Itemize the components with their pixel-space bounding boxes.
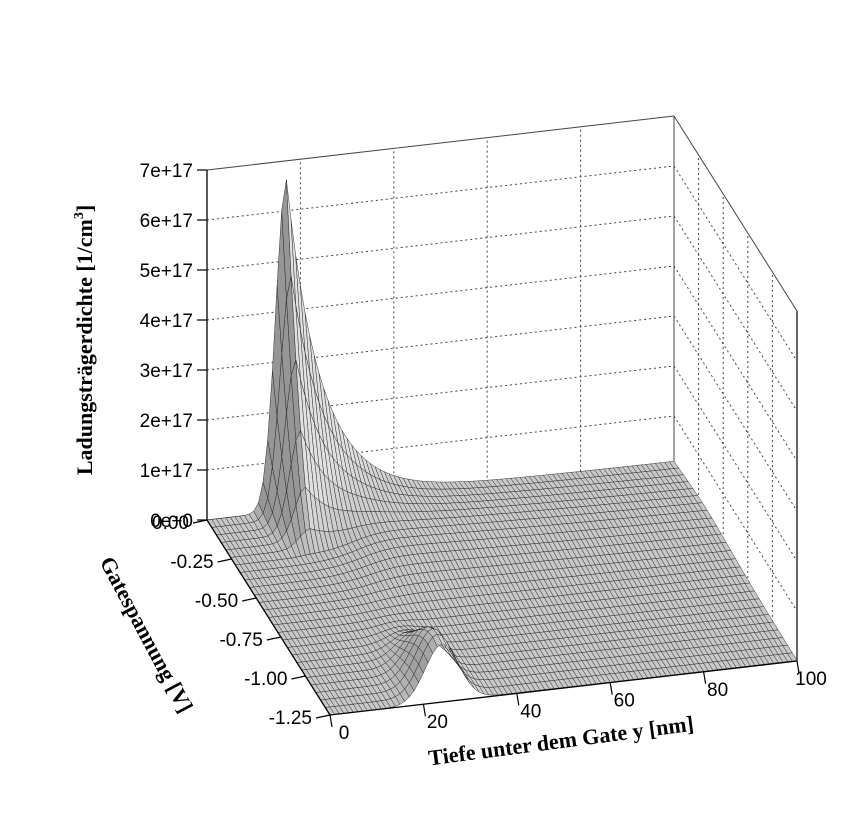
back-wall-hgrid	[206, 365, 675, 421]
x-tick-mark	[609, 682, 613, 695]
y-axis-line	[206, 519, 331, 716]
y-tick-label: 0.00	[152, 513, 189, 534]
y-tick-label: -1.25	[269, 708, 312, 729]
back-wall-hgrid	[206, 415, 675, 471]
svg-text:Ladungsträgerdichte [1/cm3]: Ladungsträgerdichte [1/cm3]	[72, 205, 97, 475]
z-tick-label: 3e+17	[140, 361, 193, 382]
x-tick-label: 80	[707, 680, 728, 701]
y-tick-mark	[242, 597, 257, 602]
y-tick-label: -0.25	[170, 552, 213, 573]
right-wall-hgrid	[673, 215, 798, 412]
y-tick-label: -0.75	[219, 630, 262, 651]
z-axis-label-sup: 3	[72, 212, 87, 219]
x-tick-mark	[516, 693, 520, 706]
z-axis-label: Ladungsträgerdichte [1/cm3]	[72, 205, 97, 475]
z-tick-label: 2e+17	[140, 411, 193, 432]
right-wall-hgrid	[673, 365, 798, 562]
back-wall-hgrid	[206, 165, 675, 221]
y-tick-mark	[291, 675, 306, 680]
z-tick-label: 5e+17	[140, 261, 193, 282]
y-tick-mark	[315, 714, 331, 719]
back-wall-hgrid	[206, 265, 675, 321]
y-axis-label: Gatespannung [V]	[95, 552, 198, 716]
y-tick-mark	[266, 636, 281, 641]
y-tick-label: -1.00	[244, 669, 287, 690]
z-tick-label: 7e+17	[140, 161, 193, 182]
z-axis-label-main: Ladungsträgerdichte [1/cm	[72, 219, 97, 475]
y-tick-label: -0.50	[195, 591, 238, 612]
x-axis-line	[329, 660, 798, 716]
back-wall-hgrid	[206, 115, 675, 171]
z-tick-label: 0e+0	[150, 511, 193, 532]
right-wall-hgrid	[673, 115, 798, 312]
back-wall-hgrid	[206, 315, 675, 371]
front-axes	[192, 169, 800, 728]
surface-cell	[787, 652, 798, 662]
z-tick-label: 4e+17	[140, 311, 193, 332]
z-tick-label: 1e+17	[140, 461, 193, 482]
x-tick-label: 60	[614, 691, 635, 712]
x-tick-label: 40	[520, 701, 541, 722]
x-tick-label: 0	[339, 723, 350, 744]
right-wall-hgrid	[673, 315, 798, 512]
x-tick-mark	[703, 671, 707, 684]
x-tick-label: 100	[795, 669, 827, 690]
x-tick-mark	[422, 704, 426, 717]
x-tick-mark	[796, 660, 800, 674]
right-wall-hgrid	[673, 415, 798, 612]
x-axis-label: Tiefe unter dem Gate y [nm]	[427, 711, 695, 771]
x-tick-mark	[329, 714, 333, 728]
right-wall-hgrid	[673, 165, 798, 362]
z-axis-label-close: ]	[72, 205, 97, 212]
x-tick-label: 20	[427, 712, 448, 733]
z-tick-label: 6e+17	[140, 211, 193, 232]
surface-mesh	[206, 179, 798, 716]
right-wall-hgrid	[673, 265, 798, 462]
y-tick-mark	[217, 558, 232, 563]
tick-labels: 0 20 40 60 80 100 0.00 -0.25 -0.50 -0.75 -1.00 -1.2…	[140, 161, 827, 744]
back-wall-hgrid	[206, 215, 675, 271]
